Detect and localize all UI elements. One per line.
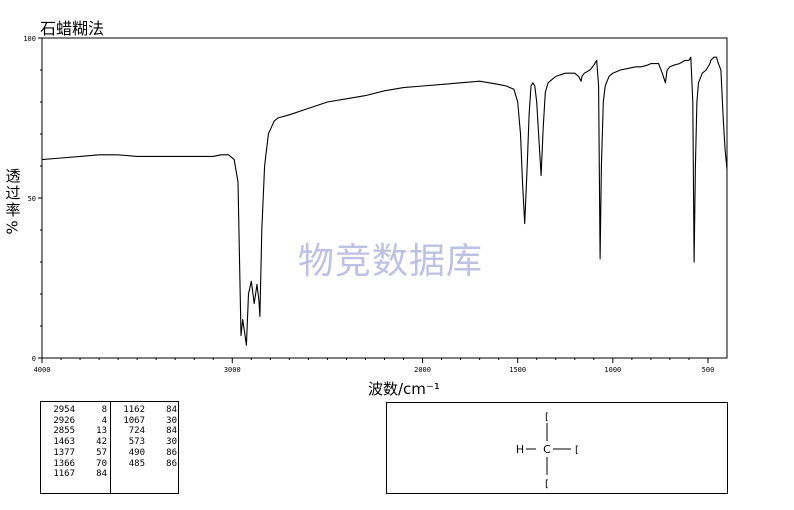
peak-transmittance: 30: [166, 437, 177, 448]
peak-transmittance: 84: [96, 469, 107, 480]
x-tick-label: 4000: [34, 366, 51, 374]
y-tick-label: 100: [23, 35, 36, 43]
peak-transmittance: 57: [96, 447, 107, 458]
peak-table-row: 1162 84: [113, 405, 181, 416]
peak-wavenumber: 1463: [53, 437, 75, 448]
peak-table-row: 490 86: [113, 448, 181, 459]
y-axis-label-char: 率: [5, 201, 21, 219]
peak-wavenumber: 490: [128, 447, 145, 458]
peak-wavenumber: 1067: [123, 415, 145, 426]
peak-wavenumber: 485: [128, 458, 145, 469]
y-axis-label: 透 过 率 %: [2, 168, 24, 236]
y-axis-label-char: 过: [5, 184, 21, 202]
watermark: 物竞数据库: [298, 241, 484, 282]
x-tick-label: 2000: [414, 366, 431, 374]
peak-table-row: 1377 57: [43, 448, 111, 459]
chart-title: 石蜡糊法: [40, 19, 105, 38]
y-tick-label: 50: [28, 195, 36, 203]
peak-transmittance: 86: [166, 447, 177, 458]
peak-wavenumber: 2926: [53, 415, 75, 426]
peak-wavenumber: 1162: [123, 405, 145, 415]
bond-bracket-top: [: [545, 412, 549, 423]
peak-wavenumber: 2954: [53, 405, 75, 415]
peak-table-row: 1366 70: [43, 459, 111, 470]
y-axis-label-char: 透: [5, 167, 21, 185]
y-axis-label-char: %: [3, 220, 22, 235]
atom-c: C: [543, 443, 551, 456]
peak-transmittance: 30: [166, 415, 177, 426]
x-axis-label: 波数/cm⁻¹: [368, 380, 440, 398]
peak-transmittance: 84: [166, 426, 177, 437]
peak-table: 2954 8 2926 4 2855 13 1463 42 1377 57 1366 70 1167 84…: [40, 401, 179, 494]
peak-table-column-right: 1162 84 1067 30 724 84 573 30 490 86 485 86: [113, 405, 181, 469]
peak-table-row: 1067 30: [113, 416, 181, 427]
peak-table-row: 573 30: [113, 437, 181, 448]
peak-table-row: 2855 13: [43, 426, 111, 437]
peak-wavenumber: 1377: [53, 447, 75, 458]
peak-table-row: 2954 8: [43, 405, 111, 416]
bond-bracket-right: [: [575, 445, 579, 456]
x-tick-label: 500: [702, 366, 715, 374]
peak-transmittance: 70: [96, 458, 107, 469]
peak-wavenumber: 1167: [53, 469, 75, 480]
peak-transmittance: 86: [166, 458, 177, 469]
peak-wavenumber: 724: [128, 426, 145, 437]
structure-box: H C [ [ [: [386, 402, 728, 494]
peak-transmittance: 13: [96, 426, 107, 437]
peak-transmittance: 84: [166, 405, 177, 415]
x-tick-label: 1000: [604, 366, 621, 374]
peak-table-row: 2926 4: [43, 416, 111, 427]
plot-frame: [41, 37, 728, 359]
peak-table-divider: [110, 402, 111, 493]
peak-wavenumber: 2855: [53, 426, 75, 437]
ir-spectrum-chart: 4000 3000 2000 1500 1000 500 0 50 100: [23, 35, 728, 374]
peak-transmittance: 42: [96, 437, 107, 448]
bond-bracket-bottom: [: [545, 479, 549, 490]
peak-transmittance: 8: [101, 405, 107, 415]
x-tick-label: 3000: [224, 366, 241, 374]
peak-wavenumber: 573: [128, 437, 145, 448]
peak-table-row: 724 84: [113, 426, 181, 437]
peak-table-row: 485 86: [113, 459, 181, 470]
peak-table-row: 1167 84: [43, 469, 111, 480]
y-tick-label: 0: [32, 355, 36, 363]
peak-table-column-left: 2954 8 2926 4 2855 13 1463 42 1377 57 1366 70 1167 84: [43, 405, 111, 480]
peak-wavenumber: 1366: [53, 458, 75, 469]
peak-table-row: 1463 42: [43, 437, 111, 448]
atom-h: H: [516, 443, 524, 456]
x-tick-label: 1500: [509, 366, 526, 374]
peak-transmittance: 4: [101, 415, 107, 426]
spectrum-line: [41, 56, 728, 346]
